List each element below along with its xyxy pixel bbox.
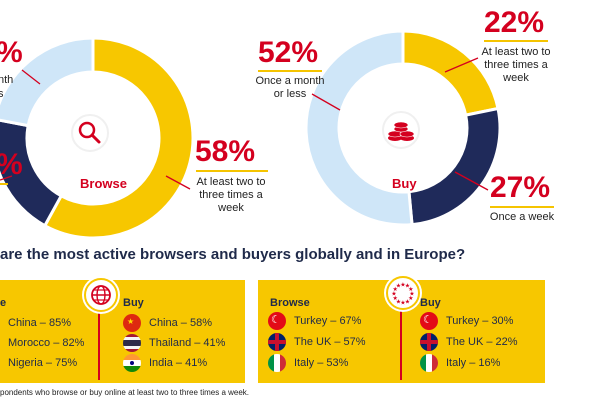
buy-left-underline bbox=[258, 70, 322, 72]
eu-star: ★ bbox=[409, 291, 414, 298]
footnote: pondents who browse or buy online at lea… bbox=[0, 388, 250, 397]
buy-pct-bottom: 27% bbox=[490, 171, 551, 204]
coins-icon bbox=[382, 111, 420, 149]
thailand-flag-icon bbox=[123, 334, 141, 352]
global-buy-row-3: India – 41% bbox=[123, 354, 207, 372]
nigeria-browse-text: Nigeria – 75% bbox=[8, 357, 78, 369]
buy-donut bbox=[304, 29, 502, 227]
eu-star: ★ bbox=[405, 298, 410, 305]
italy-buy-text: Italy – 16% bbox=[446, 357, 501, 369]
uk-flag-icon bbox=[268, 333, 286, 351]
eu-star: ★ bbox=[400, 282, 405, 289]
turkey-flag-icon: ☾ bbox=[420, 312, 438, 330]
uk-flag-icon bbox=[420, 333, 438, 351]
buy-cap-bottom: Once a week bbox=[489, 211, 555, 223]
buy-slice-3 bbox=[304, 29, 414, 227]
europe-browse-row-1: ☾ Turkey – 67% bbox=[268, 312, 361, 330]
europe-pin-line bbox=[400, 300, 402, 380]
eu-star: ★ bbox=[405, 283, 410, 290]
global-buy-row-1: ★ China – 58% bbox=[123, 314, 212, 332]
eu-star: ★ bbox=[391, 291, 396, 298]
global-buy-head: Buy bbox=[123, 297, 144, 309]
buy-cap-left: Once a month or less bbox=[255, 75, 325, 100]
buy-bottom-underline bbox=[490, 206, 554, 208]
eu-star: ★ bbox=[396, 283, 401, 290]
turkey-buy-text: Turkey – 30% bbox=[446, 315, 514, 327]
buy-center-label: Buy bbox=[392, 176, 417, 191]
europe-buy-row-3: Italy – 16% bbox=[420, 354, 500, 372]
turkey-browse-text: Turkey – 67% bbox=[294, 315, 362, 327]
global-browse-row-1: China – 85% bbox=[8, 314, 71, 332]
browse-center-label: Browse bbox=[80, 176, 127, 191]
china-browse-flag-text: China – 85% bbox=[8, 317, 71, 329]
china-buy-text: China – 58% bbox=[149, 317, 212, 329]
buy-pct-top: 22% bbox=[484, 6, 545, 39]
italy-browse-text: Italy – 53% bbox=[294, 357, 349, 369]
browse-big-pct: 58% bbox=[195, 135, 256, 168]
eu-star: ★ bbox=[393, 286, 398, 293]
europe-browse-row-2: The UK – 57% bbox=[268, 333, 366, 351]
europe-browse-head: Browse bbox=[270, 297, 310, 309]
europe-buy-head: Buy bbox=[420, 297, 441, 309]
browse-slice-2 bbox=[0, 118, 64, 228]
browse-slice-1 bbox=[42, 36, 195, 240]
buy-cap-top: At least two to three times a week bbox=[481, 46, 551, 84]
eu-stars-icon: ★ ★ ★ ★ ★ ★ ★ ★ ★ ★ ★ ★ bbox=[386, 276, 420, 310]
browse-edge-cap-top: nth bbox=[0, 74, 14, 86]
global-pin-line bbox=[98, 300, 100, 380]
europe-browse-row-3: Italy – 53% bbox=[268, 354, 348, 372]
buy-top-underline bbox=[484, 40, 548, 42]
europe-buy-row-2: The UK – 22% bbox=[420, 333, 518, 351]
globe-icon bbox=[84, 278, 118, 312]
browse-edge-pct-top: % bbox=[0, 38, 23, 68]
uk-buy-text: The UK – 22% bbox=[446, 336, 518, 348]
uk-browse-text: The UK – 57% bbox=[294, 336, 366, 348]
eu-star: ★ bbox=[408, 295, 413, 302]
section-question: are the most active browsers and buyers … bbox=[0, 246, 466, 263]
magnifier-icon bbox=[71, 114, 109, 152]
india-flag-icon bbox=[123, 354, 141, 372]
buy-pct-left: 52% bbox=[258, 36, 319, 69]
eu-star: ★ bbox=[396, 298, 401, 305]
india-buy-text: India – 41% bbox=[149, 357, 208, 369]
italy-flag-icon bbox=[420, 354, 438, 372]
global-browse-head: e bbox=[0, 297, 7, 309]
morocco-browse-text: Morocco – 82% bbox=[8, 337, 85, 349]
browse-slice-3 bbox=[0, 36, 95, 128]
browse-edge-pct-mid: % bbox=[0, 150, 23, 180]
thailand-buy-text: Thailand – 41% bbox=[149, 337, 226, 349]
turkey-flag-icon: ☾ bbox=[268, 312, 286, 330]
browse-edge-underline bbox=[0, 183, 8, 185]
browse-edge-cap-top2: s bbox=[0, 88, 4, 100]
eu-star: ★ bbox=[400, 300, 405, 307]
global-browse-row-3: Nigeria – 75% bbox=[8, 354, 77, 372]
global-buy-row-2: Thailand – 41% bbox=[123, 334, 225, 352]
europe-buy-row-1: ☾ Turkey – 30% bbox=[420, 312, 513, 330]
browse-big-caption: At least two to three times a week bbox=[196, 176, 266, 214]
browse-big-underline bbox=[196, 170, 268, 172]
eu-star: ★ bbox=[393, 295, 398, 302]
global-browse-row-2: Morocco – 82% bbox=[8, 334, 84, 352]
eu-star: ★ bbox=[408, 286, 413, 293]
italy-flag-icon bbox=[268, 354, 286, 372]
china-flag-icon: ★ bbox=[123, 314, 141, 332]
global-panel bbox=[0, 280, 245, 383]
browse-donut bbox=[0, 36, 195, 240]
